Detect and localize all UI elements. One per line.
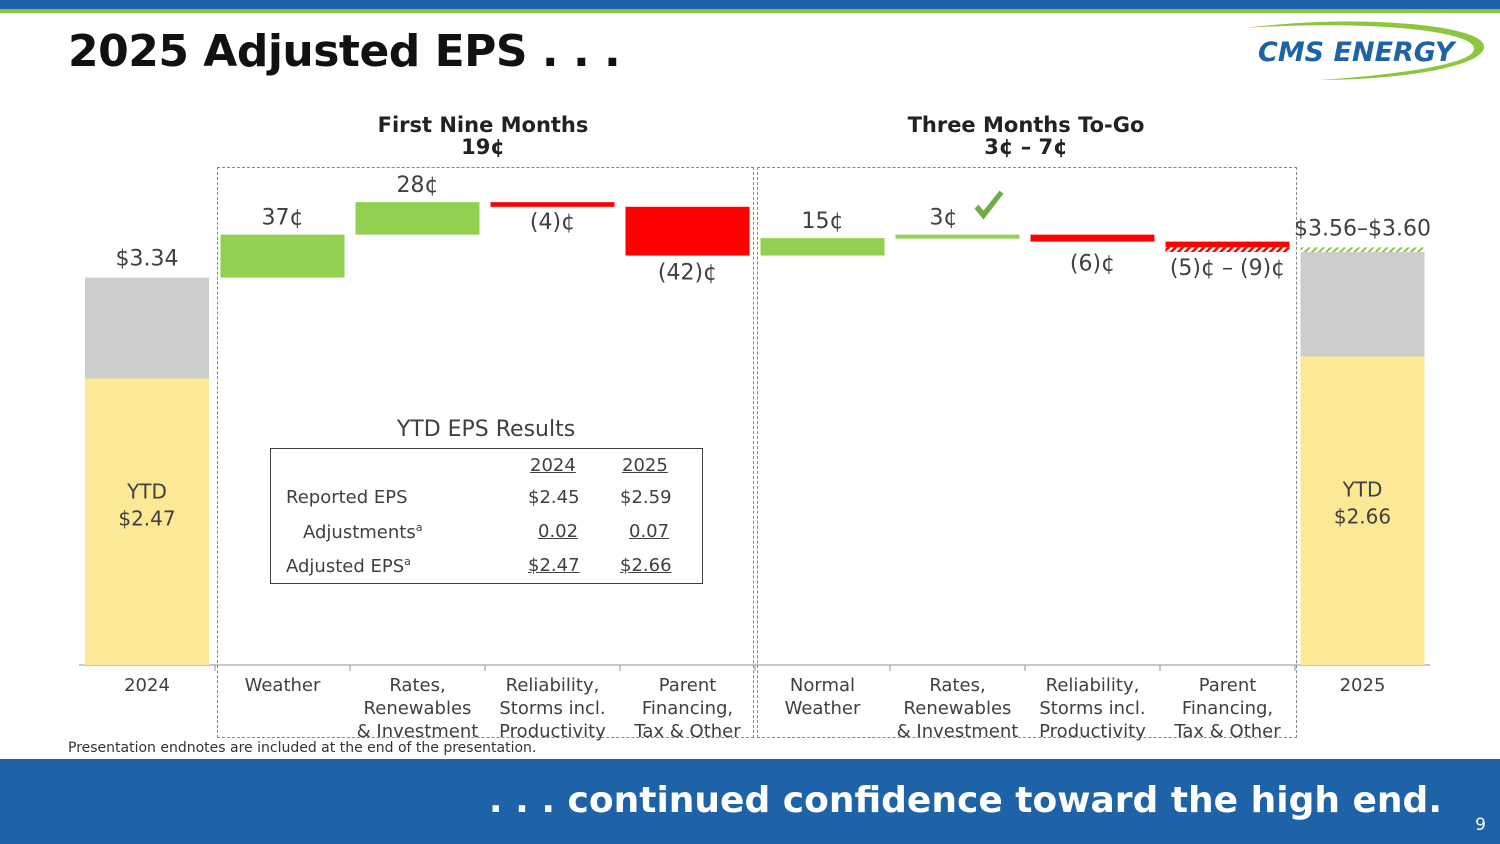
cell-adjusted-2024: $2.47 <box>528 555 580 576</box>
cell-adjustments-2025: 0.07 <box>629 521 670 542</box>
endnote-text: Presentation endnotes are included at th… <box>68 740 537 756</box>
eps-waterfall-chart: 2024 Weather Rates,Renewables& InvestmentR… <box>79 173 1431 742</box>
x-tick-label: 2025 <box>1340 675 1386 696</box>
logo-text: CMS ENERGY <box>1258 37 1457 68</box>
section-title: First Nine Months <box>377 113 589 137</box>
waterfall-bar <box>490 202 615 207</box>
section-subtitle: 3¢ – 7¢ <box>984 135 1068 159</box>
column-header-2024: 2024 <box>530 455 576 476</box>
top-accent-bar <box>0 0 1500 9</box>
footnote-marker: a <box>404 555 411 568</box>
section-first-nine-months: First Nine Months 19¢ <box>342 114 624 158</box>
x-tick-label: Productivity <box>499 721 606 742</box>
data-label-2025-total: $3.56–$3.60 <box>1294 216 1431 241</box>
x-tick-label: Productivity <box>1039 721 1146 742</box>
bar-2025-range <box>1300 247 1425 253</box>
x-tick-label: Renewables <box>904 698 1012 719</box>
row-label-adjusted-eps: Adjusted EPSa <box>286 555 411 577</box>
waterfall-bar-solid <box>1165 241 1290 248</box>
x-tick-label: 2024 <box>124 675 170 696</box>
data-label: 3¢ <box>930 206 958 231</box>
data-label: 15¢ <box>802 209 844 234</box>
waterfall-bar <box>895 234 1020 239</box>
checkmark-icon <box>974 190 1004 220</box>
column-header-2025: 2025 <box>622 455 668 476</box>
x-tick-label: & Investment <box>357 721 479 742</box>
x-tick-label: Parent <box>1199 675 1257 696</box>
cms-energy-logo: CMS ENERGY <box>1246 21 1485 80</box>
x-tick-label: Renewables <box>364 698 472 719</box>
data-label: (4)¢ <box>530 210 575 235</box>
x-tick-label: Weather <box>245 675 321 696</box>
x-tick-label: & Investment <box>897 721 1019 742</box>
waterfall-bar <box>220 234 345 278</box>
cell-reported-2024: $2.45 <box>528 487 580 508</box>
page-number: 9 <box>1475 815 1486 835</box>
x-tick-label: Financing, <box>1182 698 1273 719</box>
x-tick-label: Normal <box>790 675 855 696</box>
data-label: 28¢ <box>397 173 439 198</box>
x-tick-label: Storms incl. <box>1039 698 1145 719</box>
first-nine-months-box <box>217 167 754 738</box>
bar-2025-ytd-label: YTD <box>1342 477 1383 501</box>
data-label: 37¢ <box>262 206 304 231</box>
section-three-months-to-go: Three Months To-Go 3¢ – 7¢ <box>876 114 1176 158</box>
bar-2024-remainder <box>85 277 209 379</box>
x-tick-label: Rates, <box>389 675 445 696</box>
bar-2024-ytd-value: $2.47 <box>118 506 175 530</box>
cell-adjustments-2024: 0.02 <box>538 521 579 542</box>
row-label-adjustments: Adjustmentsa <box>303 521 423 543</box>
section-title: Three Months To-Go <box>907 113 1145 137</box>
cell-reported-2025: $2.59 <box>620 487 672 508</box>
data-label-2024-total: $3.34 <box>116 247 179 272</box>
x-tick-label: Financing, <box>642 698 733 719</box>
x-tick-label: Rates, <box>929 675 985 696</box>
x-tick-label: Storms incl. <box>499 698 605 719</box>
x-tick-label: Parent <box>659 675 717 696</box>
footer-tagline: . . . continued confidence toward the hi… <box>488 780 1442 821</box>
waterfall-bar <box>760 238 885 256</box>
cell-adjusted-2025: $2.66 <box>620 555 672 576</box>
x-tick-label: Tax & Other <box>633 721 741 742</box>
eps-table-title: YTD EPS Results <box>396 417 576 442</box>
footnote-marker: a <box>415 521 423 534</box>
x-tick-label: Weather <box>785 698 861 719</box>
three-months-to-go-box <box>757 167 1297 738</box>
bar-2024-ytd <box>85 378 209 665</box>
waterfall-bar <box>625 206 750 256</box>
x-tick-label: Reliability, <box>506 675 600 696</box>
waterfall-bar-range <box>1165 247 1290 253</box>
top-accent-bar-green <box>0 9 1500 13</box>
bar-2025-remainder <box>1300 252 1425 357</box>
eps-results-table: 2024 2025 Reported EPS $2.45 $2.59 Adjus… <box>270 448 703 584</box>
waterfall-bar <box>1030 234 1155 242</box>
bar-2024-ytd-label: YTD <box>126 479 167 503</box>
bar-2025-ytd-value: $2.66 <box>1334 504 1391 528</box>
footer-bar <box>0 759 1500 844</box>
data-label: (6)¢ <box>1070 252 1115 277</box>
bar-2025-ytd <box>1300 356 1425 665</box>
x-tick-label: Tax & Other <box>1173 721 1281 742</box>
x-tick-label: Reliability, <box>1046 675 1140 696</box>
row-label-reported-eps: Reported EPS <box>286 487 408 508</box>
data-label: (42)¢ <box>658 261 717 286</box>
slide-title: 2025 Adjusted EPS . . . <box>68 26 621 77</box>
waterfall-bar <box>355 202 480 235</box>
section-subtitle: 19¢ <box>461 135 505 159</box>
data-label: (5)¢ – (9)¢ <box>1170 256 1285 281</box>
